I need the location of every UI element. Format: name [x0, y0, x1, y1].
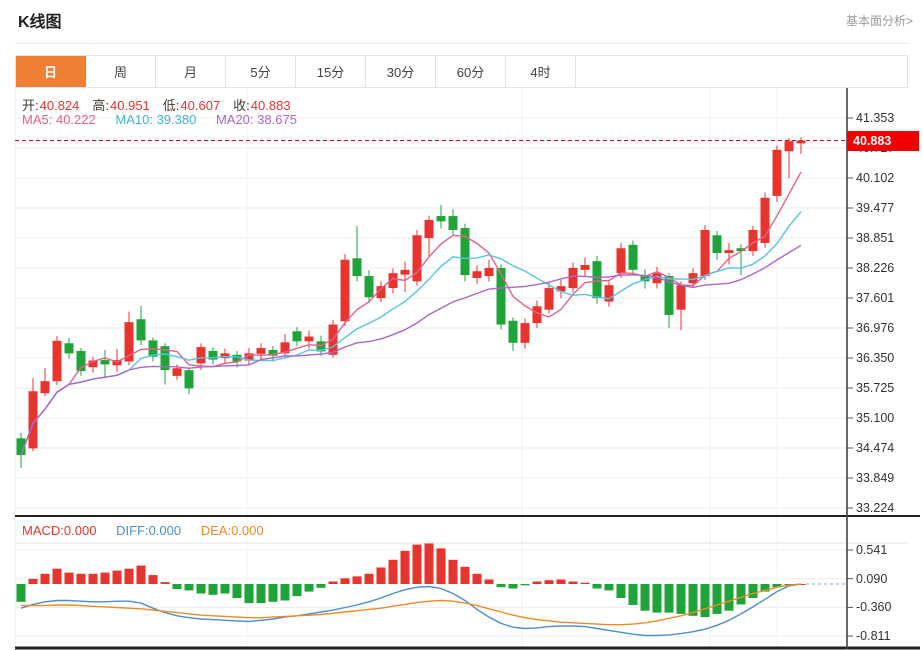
- macd-axis-label: -0.811: [856, 629, 891, 644]
- diff-value-legend: DIFF:0.000: [116, 523, 182, 538]
- tab-60min[interactable]: 60分: [436, 56, 506, 87]
- ma10-line: [20, 211, 802, 456]
- price-axis-label: 33.849: [856, 471, 895, 485]
- tab-weekly[interactable]: 周: [86, 56, 156, 87]
- price-axis-label: 35.725: [856, 381, 895, 395]
- tab-monthly[interactable]: 月: [156, 56, 226, 87]
- price-axis-label: 38.226: [856, 261, 895, 275]
- tab-daily[interactable]: 日: [16, 56, 86, 87]
- price-axis-label: 41.353: [856, 111, 895, 125]
- macd-axis-label: 0.090: [856, 571, 888, 586]
- macd-axis-label: 0.541: [856, 543, 888, 557]
- tab-15min[interactable]: 15分: [296, 56, 366, 87]
- price-axis-label: 38.851: [856, 231, 895, 245]
- ma5-line: [20, 171, 802, 456]
- price-axis-label: 36.350: [856, 351, 895, 365]
- title-divider: [15, 43, 908, 44]
- price-axis-label: 35.100: [856, 411, 895, 425]
- macd-legend: MACD:0.000 DIFF:0.000 DEA:0.000: [22, 523, 280, 538]
- ma20-line: [20, 244, 802, 456]
- price-axis-label: 37.601: [856, 291, 895, 305]
- price-axis-label: 40.102: [856, 171, 895, 185]
- macd-axis-label: -0.360: [856, 600, 892, 615]
- page-title: K线图: [18, 14, 62, 31]
- price-axis-label: 36.976: [856, 321, 895, 335]
- fundamental-analysis-link[interactable]: 基本面分析>: [845, 14, 913, 28]
- macd-histogram-layer: [16, 543, 806, 618]
- ma5-legend: MA5: 40.222: [22, 112, 96, 127]
- candlestick-layer: [16, 137, 806, 469]
- tab-bar-filler: [576, 56, 907, 87]
- interval-tab-bar: 日 周 月 5分 15分 30分 60分 4时: [15, 55, 908, 88]
- ohlc-legend: 开:40.824 高:40.951 低:40.607 收:40.883: [22, 98, 291, 113]
- ma10-legend: MA10: 39.380: [115, 112, 197, 127]
- price-axis-label: 33.224: [856, 501, 895, 515]
- tab-5min[interactable]: 5分: [226, 56, 296, 87]
- tab-4hour[interactable]: 4时: [506, 56, 576, 87]
- ma-legend: MA5: 40.222 MA10: 39.380 MA20: 38.675: [22, 112, 313, 127]
- last-price-badge: 40.883: [847, 131, 919, 151]
- dea-line: [21, 583, 802, 626]
- price-axis-label: 39.477: [856, 201, 895, 215]
- macd-value-legend: MACD:0.000: [22, 523, 97, 538]
- dea-value-legend: DEA:0.000: [200, 523, 264, 538]
- price-axis-label: 34.474: [856, 441, 895, 455]
- ma20-legend: MA20: 38.675: [215, 112, 297, 127]
- tab-30min[interactable]: 30分: [366, 56, 436, 87]
- diff-line: [20, 583, 802, 637]
